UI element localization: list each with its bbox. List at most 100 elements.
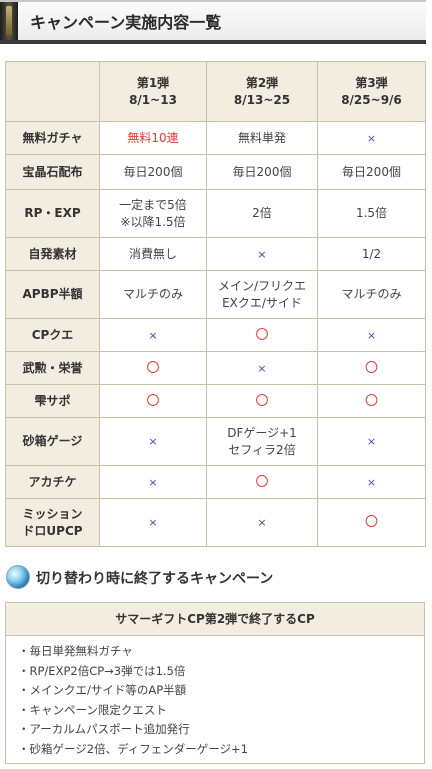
column-header-phase3: 第3弾 8/25~9/6 [317,61,426,122]
row-label-text: 自発素材 [28,246,77,261]
table-cell: × [317,465,426,499]
table-cell: 毎日200個 [99,154,207,190]
circle-mark: 〇 [146,360,160,376]
section-ending-campaigns: 切り替わり時に終了するキャンペーン [0,560,432,596]
row-label: 自発素材 [5,237,100,271]
cross-mark: × [148,435,158,448]
circle-mark: 〇 [255,474,269,490]
table-cell: マルチのみ [99,270,207,319]
row-label: APBP半額 [5,270,100,319]
column-name: 第3弾 [355,75,388,90]
column-dates: 8/13~25 [233,92,291,107]
column-name: 第1弾 [136,75,170,90]
header-ornament [0,2,18,40]
column-dates: 8/25~9/6 [341,92,402,107]
row-label-text: 無料ガチャ [22,130,83,145]
cell-text: マルチのみ [341,287,402,301]
cross-mark: × [257,361,267,375]
table-row: APBP半額 マルチのみ メイン/フリクエ EXクエ/サイド マルチのみ [5,270,426,319]
table-cell: 〇 [206,384,318,418]
row-label-text: ドロUPCP [22,523,83,538]
list-item: 毎日単発無料ガチャ [18,642,424,662]
table-cell: 〇 [317,498,426,547]
cross-mark: × [366,328,377,342]
list-item: キャンペーン限定クエスト [18,701,424,721]
table-cell: 2倍 [206,189,318,238]
table-header-row: 第1弾 8/1~13 第2弾 8/13~25 第3弾 8/25~9/6 [5,61,426,122]
column-dates: 8/1~13 [129,92,177,107]
cell-text: EXクエ/サイド [222,295,302,310]
column-name: 第2弾 [245,75,279,90]
section-title: 切り替わり時に終了するキャンペーン [36,571,274,587]
circle-mark: 〇 [364,393,378,409]
cell-text: 無料単発 [237,130,286,145]
cross-mark: × [366,435,377,448]
table-cell: × [99,465,207,499]
row-label: 雫サポ [5,384,100,418]
row-label-text: 雫サポ [34,393,71,408]
summer-gift-box: サマーギフトCP第2弾で終了するCP 毎日単発無料ガチャRP/EXP2倍CP→3… [5,602,425,764]
table-cell: × [99,417,207,466]
table-row: 宝晶石配布 毎日200個 毎日200個 毎日200個 [5,154,426,190]
table-cell: × [99,498,207,547]
table-cell: × [206,237,318,271]
list-item: 砂箱ゲージ2倍、ディフェンダーゲージ+1 [18,740,424,760]
table-cell: 〇 [317,384,426,418]
cell-text: 消費無し [128,246,177,261]
page-title: キャンペーン実施内容一覧 [30,13,222,32]
row-label-text: RP・EXP [24,206,81,220]
globe-icon [6,565,30,589]
table-cell: 〇 [99,384,207,418]
circle-mark: 〇 [255,393,269,409]
table-cell: 〇 [317,351,426,385]
row-label: 砂箱ゲージ [5,417,100,466]
table-cell: 〇 [206,465,318,499]
table-cell: 1.5倍 [317,189,426,238]
cell-text: メイン/フリクエ [217,278,307,293]
gift-box-title: サマーギフトCP第2弾で終了するCP [6,603,424,636]
row-label-text: アカチケ [28,474,77,489]
cross-mark: × [148,475,158,489]
table-cell: × [317,121,426,155]
cell-text: 毎日200個 [342,164,401,179]
row-label: RP・EXP [5,189,100,238]
cell-text: 毎日200個 [232,164,292,179]
table-row: 砂箱ゲージ × DFゲージ+1 セフィラ2倍 × [5,417,426,466]
gift-list: 毎日単発無料ガチャRP/EXP2倍CP→3弾では1.5倍メインクエ/サイド等のA… [6,636,424,760]
circle-mark: 〇 [364,515,378,530]
table-cell: DFゲージ+1 セフィラ2倍 [206,417,318,466]
circle-mark: 〇 [255,327,269,343]
cell-text: 毎日200個 [123,164,183,179]
cell-text: ※以降1.5倍 [120,214,186,229]
cell-text: マルチのみ [122,287,183,301]
cross-mark: × [148,328,158,342]
cell-text: 無料10連 [127,130,179,145]
list-item: RP/EXP2倍CP→3弾では1.5倍 [18,662,424,682]
table-cell: × [99,318,207,352]
table-row: 武勲・栄誉 〇 × 〇 [5,351,426,385]
campaign-table: 第1弾 8/1~13 第2弾 8/13~25 第3弾 8/25~9/6 無料ガチ… [5,61,426,547]
cross-mark: × [257,516,267,529]
table-body: 無料ガチャ 無料10連 無料単発 × 宝晶石配布 毎日200個 毎日200個 毎日200個 RP… [5,121,426,547]
row-label-text: ミッション [22,506,83,521]
table-cell: 毎日200個 [206,154,318,190]
row-label-text: CPクエ [31,327,74,342]
table-row: 自発素材 消費無し × 1/2 [5,237,426,271]
row-label-text: 砂箱ゲージ [22,434,83,448]
table-cell: 〇 [206,318,318,352]
table-cell: × [317,318,426,352]
cell-text: 2倍 [252,206,272,220]
row-label: アカチケ [5,465,100,499]
table-cell: 1/2 [317,237,426,271]
cross-mark: × [366,131,377,145]
cell-text: 1/2 [361,246,382,261]
cell-text: 一定まで5倍 [119,197,187,212]
table-cell: 一定まで5倍 ※以降1.5倍 [99,189,207,238]
row-label: CPクエ [5,318,100,352]
list-item: メインクエ/サイド等のAP半額 [18,681,424,701]
circle-mark: 〇 [364,360,378,376]
row-label: 武勲・栄誉 [5,351,100,385]
table-row: CPクエ × 〇 × [5,318,426,352]
row-label: 無料ガチャ [5,121,100,155]
table-row: 雫サポ 〇 〇 〇 [5,384,426,418]
